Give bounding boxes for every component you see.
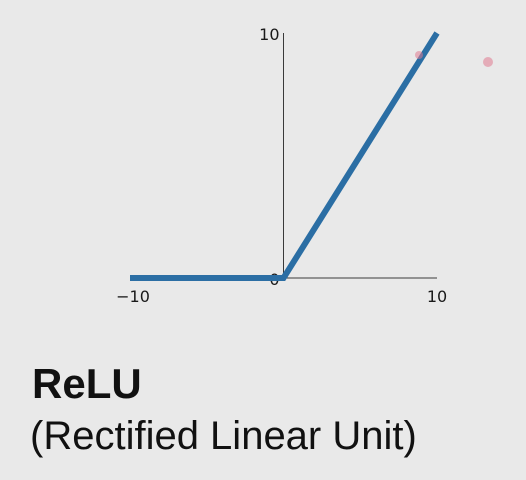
x-tick-label-max: 10 — [427, 287, 447, 306]
pointer-dot — [415, 51, 423, 59]
x-tick-label-min: −10 — [116, 287, 150, 306]
slide-title: ReLU — [32, 360, 142, 407]
laser-pointer-marks — [415, 51, 493, 67]
pointer-dot — [483, 57, 493, 67]
relu-series-line — [130, 31, 440, 281]
chart-axes — [130, 33, 437, 279]
relu-chart: −10 10 10 0 — [116, 25, 493, 306]
tick-labels: −10 10 10 0 — [116, 25, 447, 306]
y-tick-label-max: 10 — [259, 25, 279, 44]
slide-subtitle: (Rectified Linear Unit) — [30, 414, 417, 458]
